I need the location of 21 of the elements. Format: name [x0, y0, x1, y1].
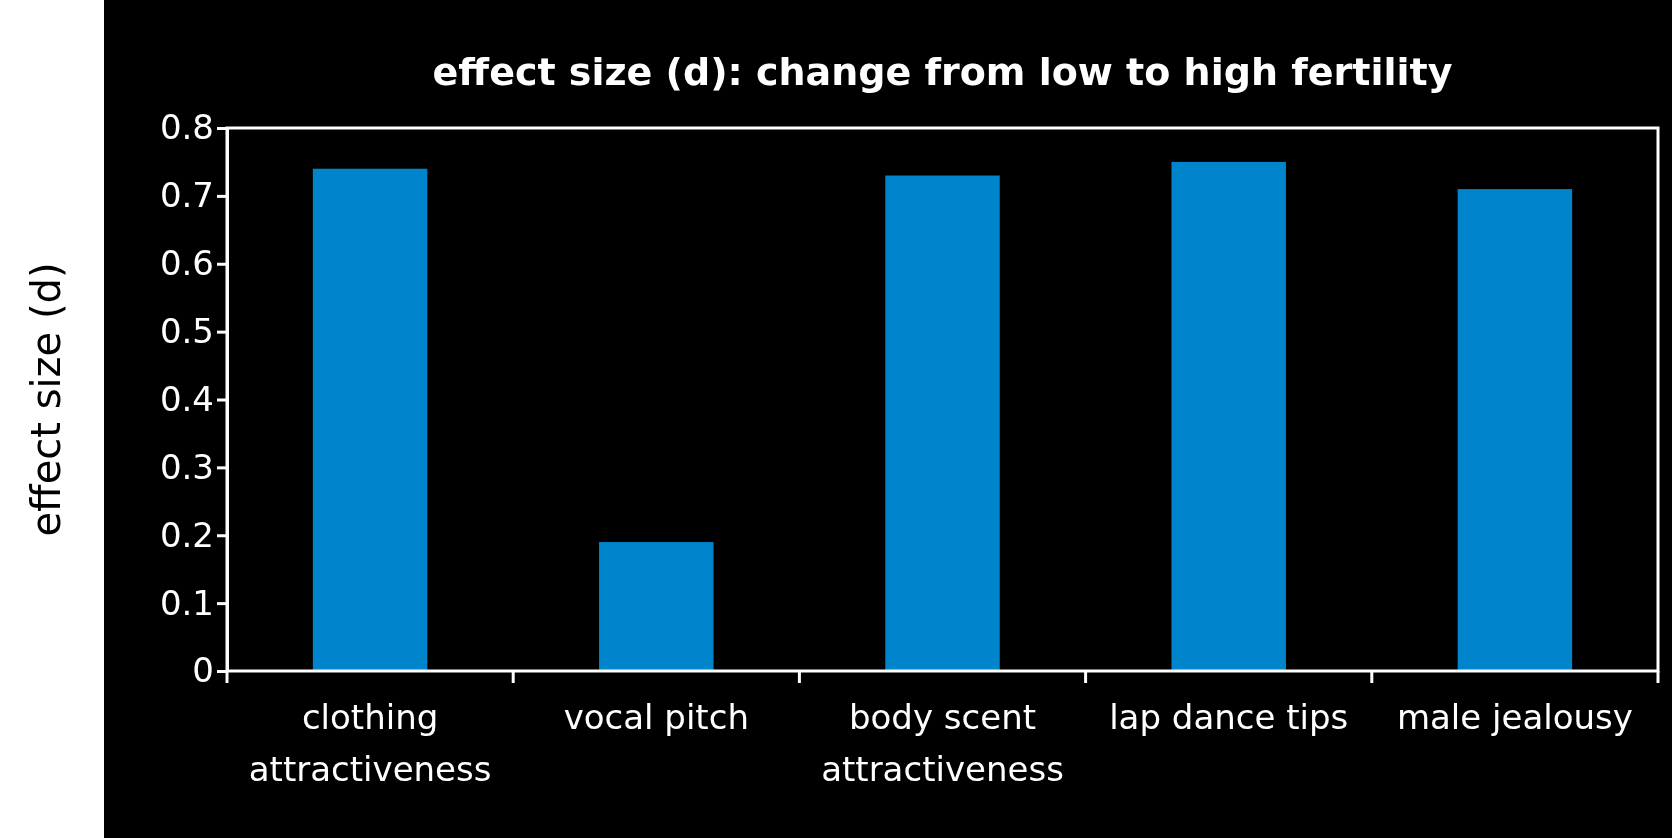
y-tick-label: 0 [192, 650, 214, 691]
x-tick-label: lap dance tips [1109, 697, 1349, 737]
y-tick-label: 0.4 [159, 378, 214, 419]
y-axis-title: effect size (d) [23, 262, 69, 537]
y-tick-label: 0.1 [159, 582, 214, 623]
y-tick-label: 0.3 [159, 446, 214, 487]
y-tick-label: 0.2 [159, 514, 214, 555]
bar [1171, 161, 1286, 671]
x-tick-label: clothing attractiveness [248, 697, 492, 789]
x-tick-label: vocal pitch [563, 697, 749, 737]
y-tick-label: 0.5 [159, 311, 214, 352]
x-tick-label: male jealousy [1396, 697, 1633, 737]
y-tick-label: 0.7 [159, 175, 214, 216]
bar [599, 542, 714, 671]
y-tick-label: 0.8 [159, 107, 214, 148]
chart-title: effect size (d): change from low to high fertility [432, 50, 1453, 94]
x-tick-label: body scent attractiveness [821, 697, 1064, 789]
bar [885, 175, 1000, 671]
bar [1457, 189, 1573, 671]
y-tick-label: 0.6 [159, 243, 214, 284]
bar [312, 168, 428, 671]
